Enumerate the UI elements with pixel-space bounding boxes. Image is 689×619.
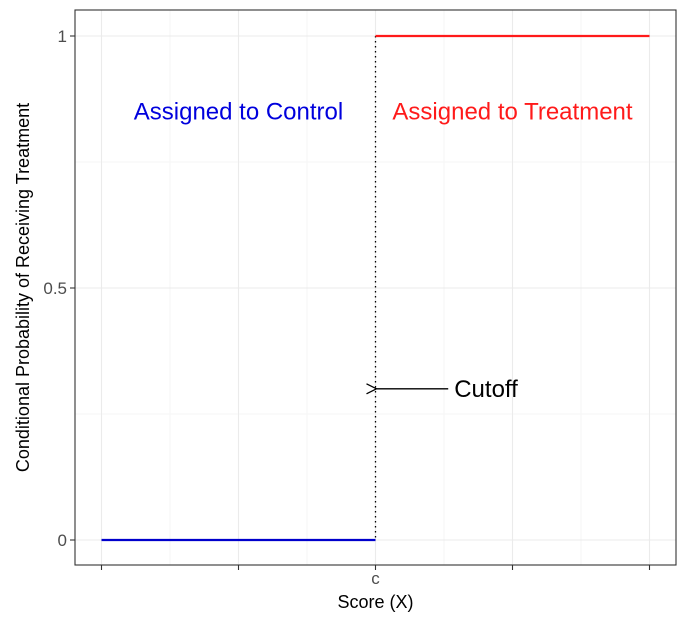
x-tick-label: c [371, 569, 380, 588]
x-axis-ticks: c [100, 565, 651, 588]
annotation-1: Assigned to Control [134, 99, 343, 126]
y-axis-ticks: 00.51 [43, 27, 75, 550]
annotations: Assigned to Control Assigned to Treatment… [134, 99, 633, 403]
x-axis-title: Score (X) [337, 592, 413, 612]
y-tick-label: 0 [58, 531, 67, 550]
cutoff-label: Cutoff [454, 376, 518, 403]
series-group [101, 34, 650, 542]
annotation-2: Assigned to Treatment [392, 99, 632, 126]
y-tick-label: 1 [58, 27, 67, 46]
y-axis-title: Conditional Probability of Receiving Tre… [13, 103, 33, 472]
y-tick-label: 0.5 [43, 279, 67, 298]
